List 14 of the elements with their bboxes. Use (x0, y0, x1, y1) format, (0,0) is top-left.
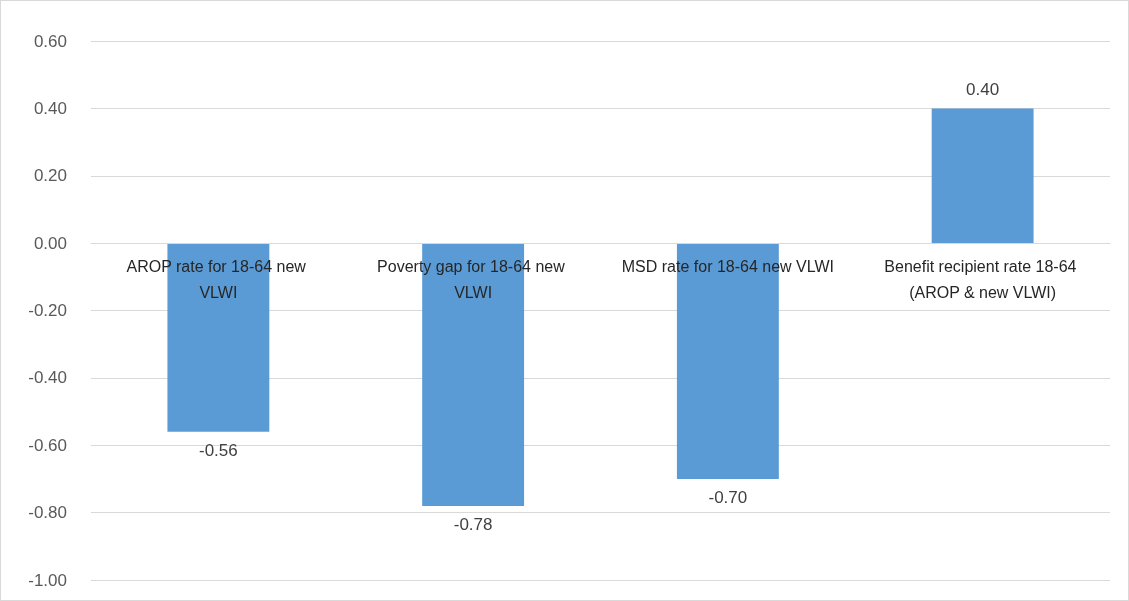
data-label: -0.70 (708, 487, 748, 507)
data-label: 0.40 (966, 80, 1000, 100)
y-tick-label: -0.60 (28, 435, 67, 455)
data-label: -0.78 (453, 514, 493, 534)
y-tick-label: 0.60 (33, 31, 67, 51)
y-tick-label: 0.00 (33, 233, 67, 253)
y-tick-label: -0.40 (28, 368, 67, 388)
data-label: -0.56 (199, 440, 238, 460)
y-tick-label: -0.80 (28, 503, 67, 523)
y-tick-label: 0.40 (33, 98, 67, 118)
y-tick-label: -1.00 (28, 570, 67, 590)
y-tick-label: -0.20 (28, 301, 67, 320)
y-tick-label: 0.20 (33, 166, 67, 186)
x-tick-label: Benefit recipient rate 18-64 (AROP & new VLWI) (884, 257, 1081, 301)
